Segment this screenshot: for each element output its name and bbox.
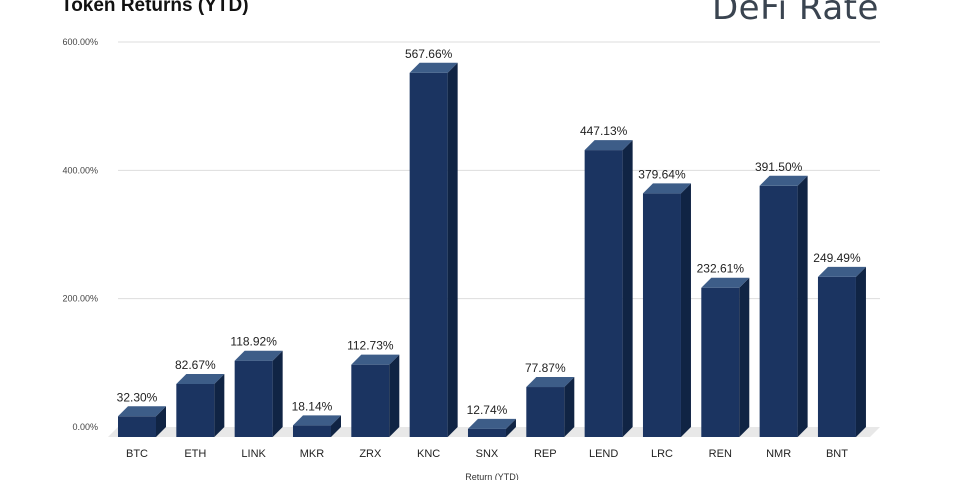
data-label: 447.13% xyxy=(580,124,628,138)
x-tick-label: BNT xyxy=(826,448,848,460)
bar-lend xyxy=(584,150,623,437)
defi-rate-logo: DeFi Rate xyxy=(712,0,879,28)
bar-top xyxy=(351,354,400,365)
data-label: 249.49% xyxy=(813,251,861,265)
data-label: 18.14% xyxy=(292,399,333,413)
data-label: 112.73% xyxy=(347,339,394,353)
bar-side xyxy=(564,377,575,437)
bar-ren xyxy=(701,287,740,437)
bar-side xyxy=(214,373,225,437)
bar-top xyxy=(234,350,283,361)
bar-mkr xyxy=(292,425,331,437)
chart-title: Token Returns (YTD) xyxy=(61,0,249,16)
x-tick-label: REP xyxy=(534,448,557,460)
y-tick-label: 600.00% xyxy=(62,37,98,47)
data-label: 567.66% xyxy=(405,47,453,61)
bar-lrc xyxy=(642,193,681,437)
bar-rep xyxy=(526,387,565,437)
bar-side xyxy=(389,354,400,437)
data-label: 118.92% xyxy=(230,335,277,349)
bar-top xyxy=(467,418,516,429)
bar-side xyxy=(156,406,166,437)
bar-top xyxy=(118,406,166,417)
x-tick-label: LRC xyxy=(651,448,673,460)
x-tick-label: LINK xyxy=(241,448,266,460)
bar-side xyxy=(330,415,341,437)
data-label: 232.61% xyxy=(697,262,745,276)
data-label: 12.74% xyxy=(467,403,508,417)
x-tick-label: ETH xyxy=(184,448,206,460)
data-label: 82.67% xyxy=(175,358,216,372)
bar-knc xyxy=(409,72,448,438)
y-tick-label: 0.00% xyxy=(72,422,98,432)
bar-side xyxy=(505,418,516,437)
data-label: 379.64% xyxy=(638,167,686,181)
bar-top xyxy=(701,277,750,288)
bar-btc xyxy=(118,416,156,437)
data-label: 391.50% xyxy=(755,160,803,174)
bar-nmr xyxy=(759,185,798,437)
x-tick-label: REN xyxy=(709,448,732,460)
bar-top xyxy=(409,62,458,73)
bar-link xyxy=(234,360,273,437)
data-label: 77.87% xyxy=(525,361,566,375)
x-tick-label: KNC xyxy=(417,448,440,460)
x-tick-label: SNX xyxy=(476,448,499,460)
bar-top xyxy=(584,140,633,151)
bar-side xyxy=(622,140,633,437)
bar-bnt xyxy=(817,276,856,437)
x-tick-label: LEND xyxy=(589,448,618,460)
bar-top xyxy=(176,373,225,384)
y-tick-label: 200.00% xyxy=(62,294,98,304)
bar-side xyxy=(797,175,808,437)
bar-top xyxy=(526,377,575,388)
x-axis-label: Return (YTD) xyxy=(465,472,519,480)
x-tick-label: NMR xyxy=(766,448,791,460)
bar-eth xyxy=(176,383,215,437)
bar-side xyxy=(739,277,750,437)
bar-top xyxy=(817,266,866,277)
x-tick-label: BTC xyxy=(126,448,148,460)
x-tick-label: MKR xyxy=(300,448,325,460)
bar-side xyxy=(855,266,866,437)
bar-top xyxy=(292,415,341,426)
x-tick-label: ZRX xyxy=(359,448,382,460)
bar-top xyxy=(759,175,808,186)
bar-zrx xyxy=(351,364,390,437)
bar-side xyxy=(447,62,458,438)
bar-side xyxy=(272,350,283,437)
bar-top xyxy=(642,183,691,194)
bar-side xyxy=(680,183,691,437)
data-label: 32.30% xyxy=(117,390,158,404)
bar-snx xyxy=(467,428,506,437)
y-tick-label: 400.00% xyxy=(62,165,98,175)
